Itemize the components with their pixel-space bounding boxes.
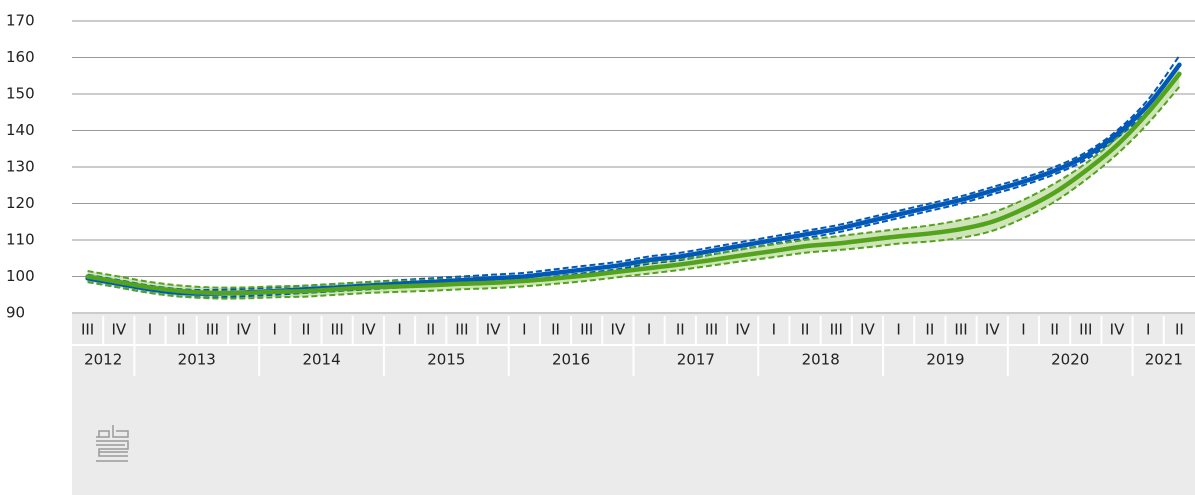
x-tick-label: II <box>551 321 560 339</box>
x-tick-label: I <box>273 321 277 339</box>
x-tick-label: I <box>647 321 651 339</box>
x-tick-label: IV <box>1110 321 1125 339</box>
x-tick-label: II <box>1050 321 1059 339</box>
x-group-label: 2014 <box>302 351 340 369</box>
x-tick-label: III <box>206 321 219 339</box>
bound-line <box>87 86 1181 300</box>
x-tick-label: IV <box>985 321 1000 339</box>
x-tick-label: I <box>148 321 152 339</box>
x-tick-label: III <box>580 321 593 339</box>
series-line <box>85 71 1182 296</box>
x-tick-label: II <box>302 321 311 339</box>
y-tick-label: 100 <box>6 267 35 285</box>
y-tick-label: 170 <box>6 12 35 30</box>
series-line <box>85 62 1182 296</box>
x-tick-label: III <box>455 321 468 339</box>
bound-line <box>87 73 1181 299</box>
y-tick-label: 130 <box>6 158 35 176</box>
x-tick-label: IV <box>735 321 750 339</box>
x-group-label: 2021 <box>1145 351 1183 369</box>
x-group-label: 2017 <box>677 351 715 369</box>
x-tick-label: III <box>1079 321 1092 339</box>
x-tick-label: II <box>426 321 435 339</box>
x-group-label: 2015 <box>427 351 465 369</box>
x-tick-label: II <box>676 321 685 339</box>
logo <box>96 425 129 462</box>
y-tick-label: 160 <box>6 48 35 66</box>
x-tick-label: I <box>522 321 526 339</box>
x-tick-label: III <box>81 321 94 339</box>
x-group-label: 2016 <box>552 351 590 369</box>
y-tick-label: 150 <box>6 85 35 103</box>
x-tick-label: IV <box>111 321 126 339</box>
x-group-label: 2019 <box>926 351 964 369</box>
x-tick-label: II <box>1175 321 1184 339</box>
x-tick-label: IV <box>486 321 501 339</box>
y-tick-label: 120 <box>6 194 35 212</box>
x-tick-label: I <box>397 321 401 339</box>
x-tick-label: II <box>801 321 810 339</box>
x-tick-label: III <box>830 321 843 339</box>
y-tick-label: 110 <box>6 231 35 249</box>
x-tick-label: I <box>772 321 776 339</box>
x-tick-label: II <box>177 321 186 339</box>
x-tick-label: IV <box>236 321 251 339</box>
x-group-label: 2020 <box>1051 351 1089 369</box>
x-group-label: 2012 <box>84 351 122 369</box>
x-tick-label: III <box>954 321 967 339</box>
x-group-label: 2013 <box>178 351 216 369</box>
x-tick-label: IV <box>611 321 626 339</box>
x-tick-label: IV <box>860 321 875 339</box>
x-tick-label: III <box>331 321 344 339</box>
x-tick-label: I <box>1021 321 1025 339</box>
x-tick-label: I <box>896 321 900 339</box>
x-tick-label: I <box>1146 321 1150 339</box>
x-group-label: 2018 <box>802 351 840 369</box>
x-tick-label: III <box>705 321 718 339</box>
x-tick-label: II <box>925 321 934 339</box>
confidence-band <box>87 62 1180 299</box>
bound-line <box>87 62 1181 289</box>
x-tick-label: IV <box>361 321 376 339</box>
y-tick-label: 140 <box>6 121 35 139</box>
bound-line <box>87 55 1181 292</box>
y-tick-label: 90 <box>6 304 25 322</box>
